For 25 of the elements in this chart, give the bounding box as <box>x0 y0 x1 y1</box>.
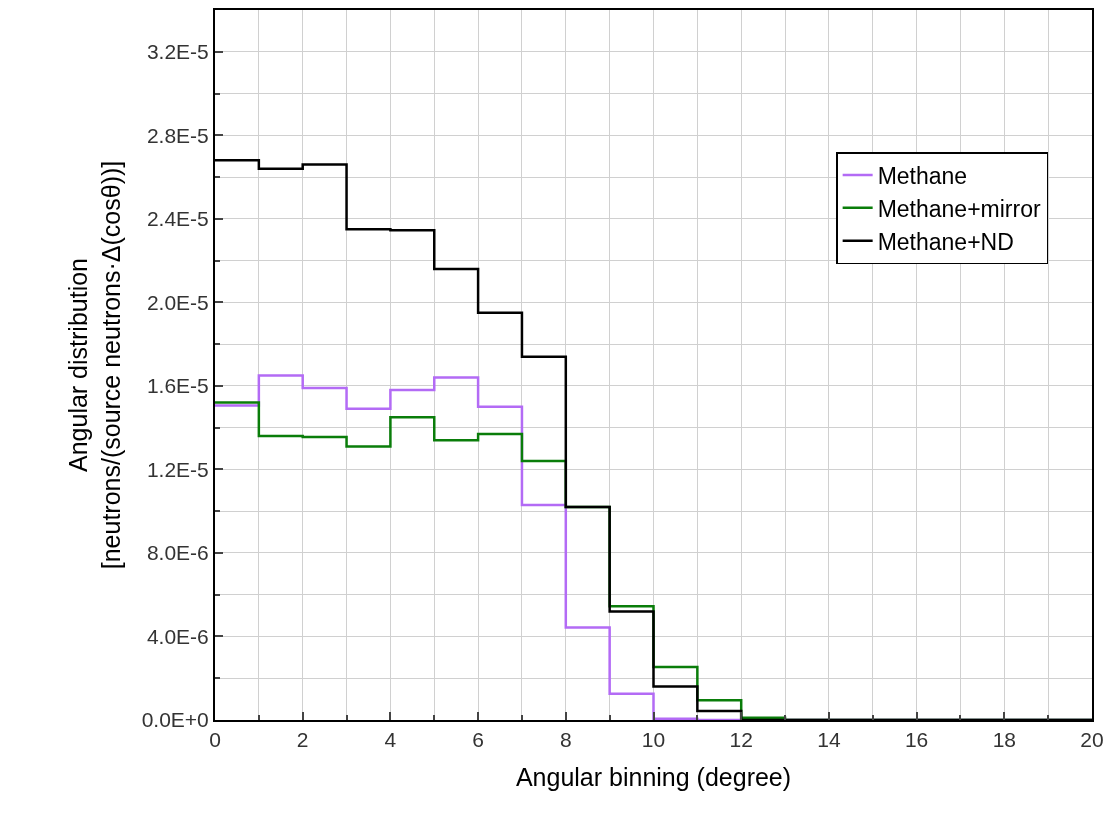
x-tick-label: 8 <box>559 728 572 752</box>
x-tick-label: 20 <box>1080 728 1104 752</box>
y-tick-label: 3.2E-5 <box>146 40 209 64</box>
y-tick-label: 2.4E-5 <box>146 207 209 231</box>
legend-label: Methane+ND <box>877 228 1014 255</box>
y-axis-title: Angular distribution [neutrons/(source neutrons·Δ(cosθ))] <box>64 160 125 570</box>
y-tick-label: 2.0E-5 <box>146 290 209 314</box>
x-tick-label: 4 <box>384 728 397 752</box>
y-tick-label: 0.0E+0 <box>141 708 209 732</box>
x-tick-label: 16 <box>904 728 929 752</box>
x-tick-label: 14 <box>817 728 841 752</box>
y-tick-label: 4.0E-6 <box>146 624 209 648</box>
legend-label: Methane+mirror <box>877 195 1041 222</box>
x-tick-label: 6 <box>472 728 484 752</box>
x-tick-label: 0 <box>209 728 221 752</box>
legend-label: Methane <box>877 162 968 189</box>
y-tick-label: 8.0E-6 <box>146 541 209 565</box>
x-tick-label: 10 <box>641 728 666 752</box>
y-tick-label: 1.2E-5 <box>146 457 209 481</box>
x-tick-label: 12 <box>729 728 753 752</box>
x-axis-title: Angular binning (degree) <box>515 762 792 791</box>
x-tick-label: 18 <box>992 728 1016 752</box>
y-tick-label: 1.6E-5 <box>146 374 209 398</box>
y-tick-label: 2.8E-5 <box>146 123 209 147</box>
x-tick-label: 2 <box>296 728 309 752</box>
